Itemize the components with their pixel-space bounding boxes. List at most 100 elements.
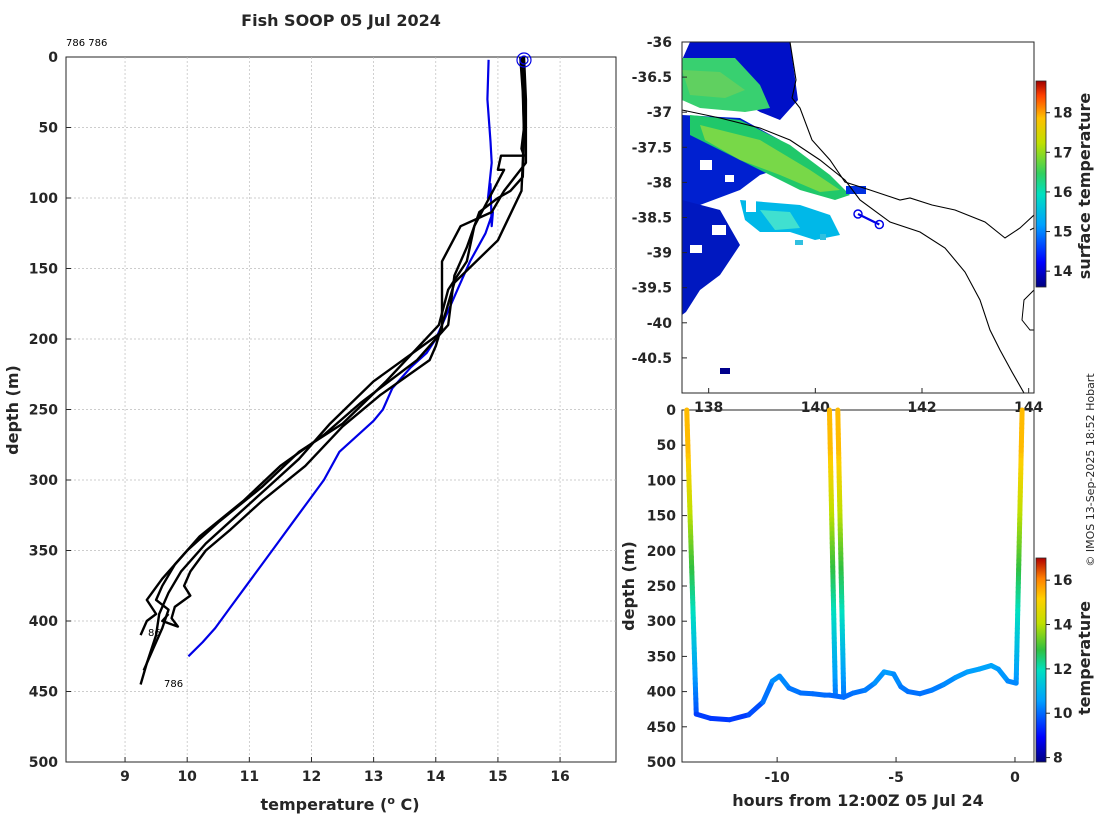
profile-series-cast-1 <box>139 57 526 636</box>
profile-panel: 9 10 11 12 13 14 15 16 0 50 100 150 200 250 300 350 400 4… <box>3 38 617 814</box>
section-bottom-segment <box>727 712 752 723</box>
profile-ytick-label: 400 <box>29 614 58 630</box>
cast-end-label-2: 786 <box>164 679 183 690</box>
profile-grid <box>66 57 616 762</box>
profile-xtick-label: 14 <box>426 769 446 785</box>
section-ytick-label: 300 <box>647 614 676 630</box>
surface-marker-outer <box>516 52 532 68</box>
profile-xtick-label: 16 <box>550 769 569 785</box>
sst-colorbar-tick-label: 15 <box>1053 225 1072 241</box>
map-xtick-label: 144 <box>1014 400 1043 416</box>
profile-ytick-label: 200 <box>29 332 58 348</box>
profile-ytick-label: 0 <box>48 50 58 66</box>
cast-end-label-1: 86 <box>148 628 161 639</box>
section-bottom-segment <box>760 678 775 705</box>
section-bottom-segment <box>708 715 733 723</box>
map-ytick-label: -36 <box>647 35 672 51</box>
temp-colorbar-tick-label: 16 <box>1053 573 1072 589</box>
section-ytick-label: 250 <box>647 579 676 595</box>
temp-colorbar-tick-label: 8 <box>1053 751 1063 767</box>
sst-colorbar-label: surface temperature <box>1075 93 1094 280</box>
profile-lines <box>139 57 528 685</box>
map-ytick-label: -39.5 <box>632 281 672 297</box>
profile-ylabel: depth (m) <box>3 365 22 455</box>
profile-ytick-label: 500 <box>29 755 58 771</box>
section-bottom-segment <box>777 673 792 691</box>
profile-ytick-label: 350 <box>29 544 58 560</box>
map-xtick-label: 142 <box>907 400 936 416</box>
sst-field <box>682 42 1034 393</box>
section-ytick-label: 450 <box>647 720 676 736</box>
sst-colorbar-tick-label: 14 <box>1053 264 1073 280</box>
ship-track <box>853 209 885 230</box>
section-ytick-label: 200 <box>647 544 676 560</box>
section-xtick-label: -5 <box>888 770 904 786</box>
profile-xtick-label: 13 <box>364 769 383 785</box>
profile-ticks: 9 10 11 12 13 14 15 16 0 50 100 150 200 250 300 350 400 4… <box>29 50 570 785</box>
section-ticks: -10 -5 0 0 50 100 150 200 250 300 350 400 450 500 <box>647 403 1020 786</box>
ship-track-start <box>853 209 863 219</box>
section-data <box>684 407 1025 723</box>
credit-text: © IMOS 13-Sep-2025 18:52 Hobart <box>1084 373 1097 567</box>
figure-title: Fish SOOP 05 Jul 2024 <box>241 11 441 30</box>
section-ytick-label: 350 <box>647 649 676 665</box>
section-ytick-label: 100 <box>647 473 676 489</box>
profile-ytick-label: 100 <box>29 191 58 207</box>
temp-colorbar-label: temperature <box>1075 601 1094 715</box>
sst-colorbar-tick-label: 16 <box>1053 185 1072 201</box>
map-ytick-label: -38.5 <box>632 211 672 227</box>
map-ticks: -36 -36.5 -37 -37.5 -38 -38.5 -39 -39.5 -40 -40.5… <box>632 35 1044 416</box>
section-ylabel: depth (m) <box>619 541 638 631</box>
temp-colorbar-ticks: 8 10 12 14 16 <box>1046 573 1073 767</box>
profile-ytick-label: 250 <box>29 403 58 419</box>
temp-colorbar-tick-label: 14 <box>1053 618 1073 634</box>
profile-ytick-label: 150 <box>29 262 58 278</box>
section-bottom-segment <box>746 699 766 718</box>
sst-colorbar-tick-label: 17 <box>1053 145 1072 161</box>
map-xtick-label: 140 <box>801 400 830 416</box>
section-xlabel: hours from 12:00Z 05 Jul 24 <box>732 791 983 810</box>
temp-colorbar <box>1035 557 1047 763</box>
sst-colorbar-tick-label: 18 <box>1053 106 1072 122</box>
section-xtick-label: 0 <box>1010 770 1020 786</box>
temp-colorbar-tick-label: 10 <box>1053 706 1073 722</box>
section-ytick-label: 400 <box>647 685 676 701</box>
profile-series-cast-2 <box>139 57 528 685</box>
sst-colorbar-ticks: 14 15 16 17 18 <box>1046 106 1073 280</box>
profile-ytick-label: 450 <box>29 685 58 701</box>
map-ytick-label: -36.5 <box>632 70 672 86</box>
profile-header-text: 786 786 <box>66 38 107 49</box>
section-bottom-segment <box>1005 678 1019 686</box>
map-ytick-label: -39 <box>647 246 672 262</box>
profile-ytick-label: 50 <box>39 121 59 137</box>
section-xtick-label: -10 <box>764 770 790 786</box>
profile-series-climatology <box>187 59 494 658</box>
ship-track-end <box>874 219 885 230</box>
profile-ytick-label: 300 <box>29 473 58 489</box>
temp-colorbar-tick-label: 12 <box>1053 662 1072 678</box>
map-ytick-label: -40.5 <box>632 351 672 367</box>
section-plot-area <box>681 409 1035 763</box>
sst-colorbar <box>1035 80 1047 288</box>
map-ytick-label: -40 <box>647 316 673 332</box>
map-ytick-label: -37.5 <box>632 140 672 156</box>
map-ytick-label: -37 <box>647 105 672 121</box>
profile-xtick-label: 15 <box>488 769 507 785</box>
section-ytick-label: 50 <box>657 438 677 454</box>
sst-map-panel: -36 -36.5 -37 -37.5 -38 -38.5 -39 -39.5 -40 -40.5… <box>632 35 1094 416</box>
profile-series-cast-4 <box>161 57 526 628</box>
map-ytick-label: -38 <box>647 175 672 191</box>
profile-xtick-label: 9 <box>120 769 130 785</box>
profile-xtick-label: 11 <box>240 769 259 785</box>
section-ytick-label: 500 <box>647 755 676 771</box>
profile-xtick-label: 10 <box>177 769 197 785</box>
profile-series-cast-3 <box>142 57 526 671</box>
section-panel: -10 -5 0 0 50 100 150 200 250 300 350 400 450 500 hou… <box>619 403 1094 810</box>
section-bottom-segment <box>995 666 1011 684</box>
section-ytick-label: 150 <box>647 509 676 525</box>
map-xtick-label: 138 <box>694 400 723 416</box>
surface-marker-inner <box>519 55 529 65</box>
section-ytick-label: 0 <box>666 403 676 419</box>
profile-xtick-label: 12 <box>302 769 321 785</box>
